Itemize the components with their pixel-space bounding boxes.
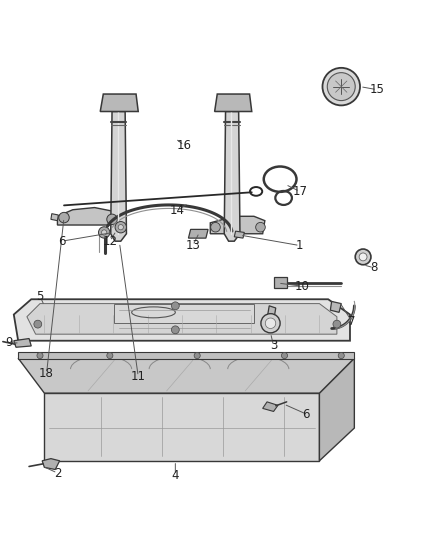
Text: 7: 7 [348,316,356,328]
Polygon shape [263,402,278,411]
Text: 16: 16 [177,139,191,151]
Polygon shape [224,111,240,241]
Circle shape [322,68,360,106]
Circle shape [59,212,69,223]
Polygon shape [42,458,60,470]
Polygon shape [18,358,354,393]
Circle shape [37,352,43,359]
Polygon shape [215,94,252,111]
Circle shape [327,72,355,101]
Circle shape [171,302,179,310]
Polygon shape [319,358,354,461]
Polygon shape [111,111,127,241]
Circle shape [115,222,127,233]
Text: 12: 12 [102,235,117,248]
Text: 3: 3 [270,340,277,352]
Polygon shape [234,231,244,238]
Text: 13: 13 [185,239,200,252]
Text: 17: 17 [292,185,307,198]
Text: 6: 6 [58,235,66,248]
Text: 6: 6 [303,408,310,421]
Polygon shape [44,393,319,461]
Circle shape [355,249,371,265]
Polygon shape [14,299,350,341]
Text: 8: 8 [370,261,378,274]
Text: 14: 14 [170,204,185,217]
Text: 10: 10 [294,280,309,293]
Polygon shape [27,304,337,334]
Polygon shape [57,207,117,225]
Circle shape [107,214,117,224]
Text: 11: 11 [131,370,146,383]
Polygon shape [114,304,254,323]
Polygon shape [267,306,276,321]
Text: 2: 2 [54,466,61,480]
Polygon shape [210,216,265,234]
Circle shape [338,352,344,359]
Text: 5: 5 [36,290,44,303]
Polygon shape [51,214,58,221]
Circle shape [256,222,265,232]
Circle shape [333,320,341,328]
Text: 15: 15 [370,83,385,96]
Circle shape [359,253,367,261]
Text: 4: 4 [172,469,179,482]
Circle shape [118,224,124,230]
Polygon shape [18,352,354,359]
Text: 9: 9 [6,336,13,350]
Circle shape [282,352,288,359]
Text: 18: 18 [39,367,54,380]
Circle shape [99,227,110,238]
Circle shape [102,230,107,235]
Text: 1: 1 [296,239,304,252]
Circle shape [171,326,179,334]
Polygon shape [100,94,138,111]
Circle shape [261,313,280,333]
Polygon shape [330,302,341,312]
Polygon shape [14,338,31,348]
Circle shape [265,318,276,328]
Circle shape [194,352,200,359]
Circle shape [211,222,220,232]
Circle shape [107,352,113,359]
Circle shape [34,320,42,328]
Polygon shape [274,277,287,288]
Polygon shape [188,229,208,238]
